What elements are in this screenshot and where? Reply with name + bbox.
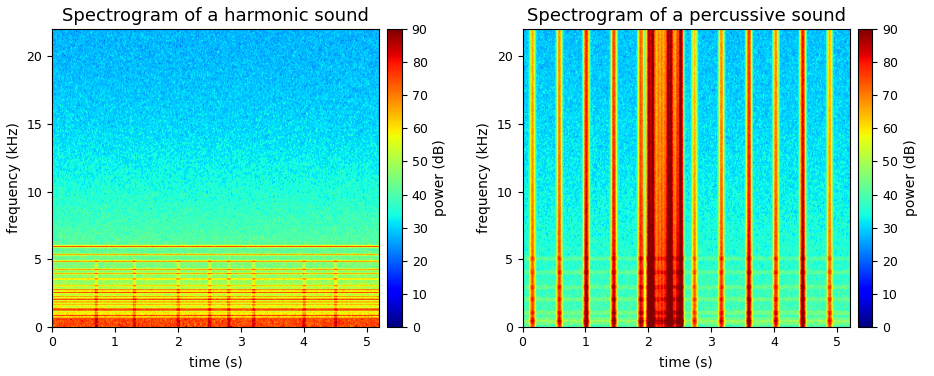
Y-axis label: frequency (kHz): frequency (kHz): [477, 123, 491, 233]
Y-axis label: frequency (kHz): frequency (kHz): [7, 123, 21, 233]
Title: Spectrogram of a harmonic sound: Spectrogram of a harmonic sound: [63, 7, 369, 25]
Y-axis label: power (dB): power (dB): [904, 139, 918, 217]
X-axis label: time (s): time (s): [189, 355, 243, 369]
Title: Spectrogram of a percussive sound: Spectrogram of a percussive sound: [527, 7, 845, 25]
X-axis label: time (s): time (s): [659, 355, 713, 369]
Y-axis label: power (dB): power (dB): [433, 139, 447, 217]
